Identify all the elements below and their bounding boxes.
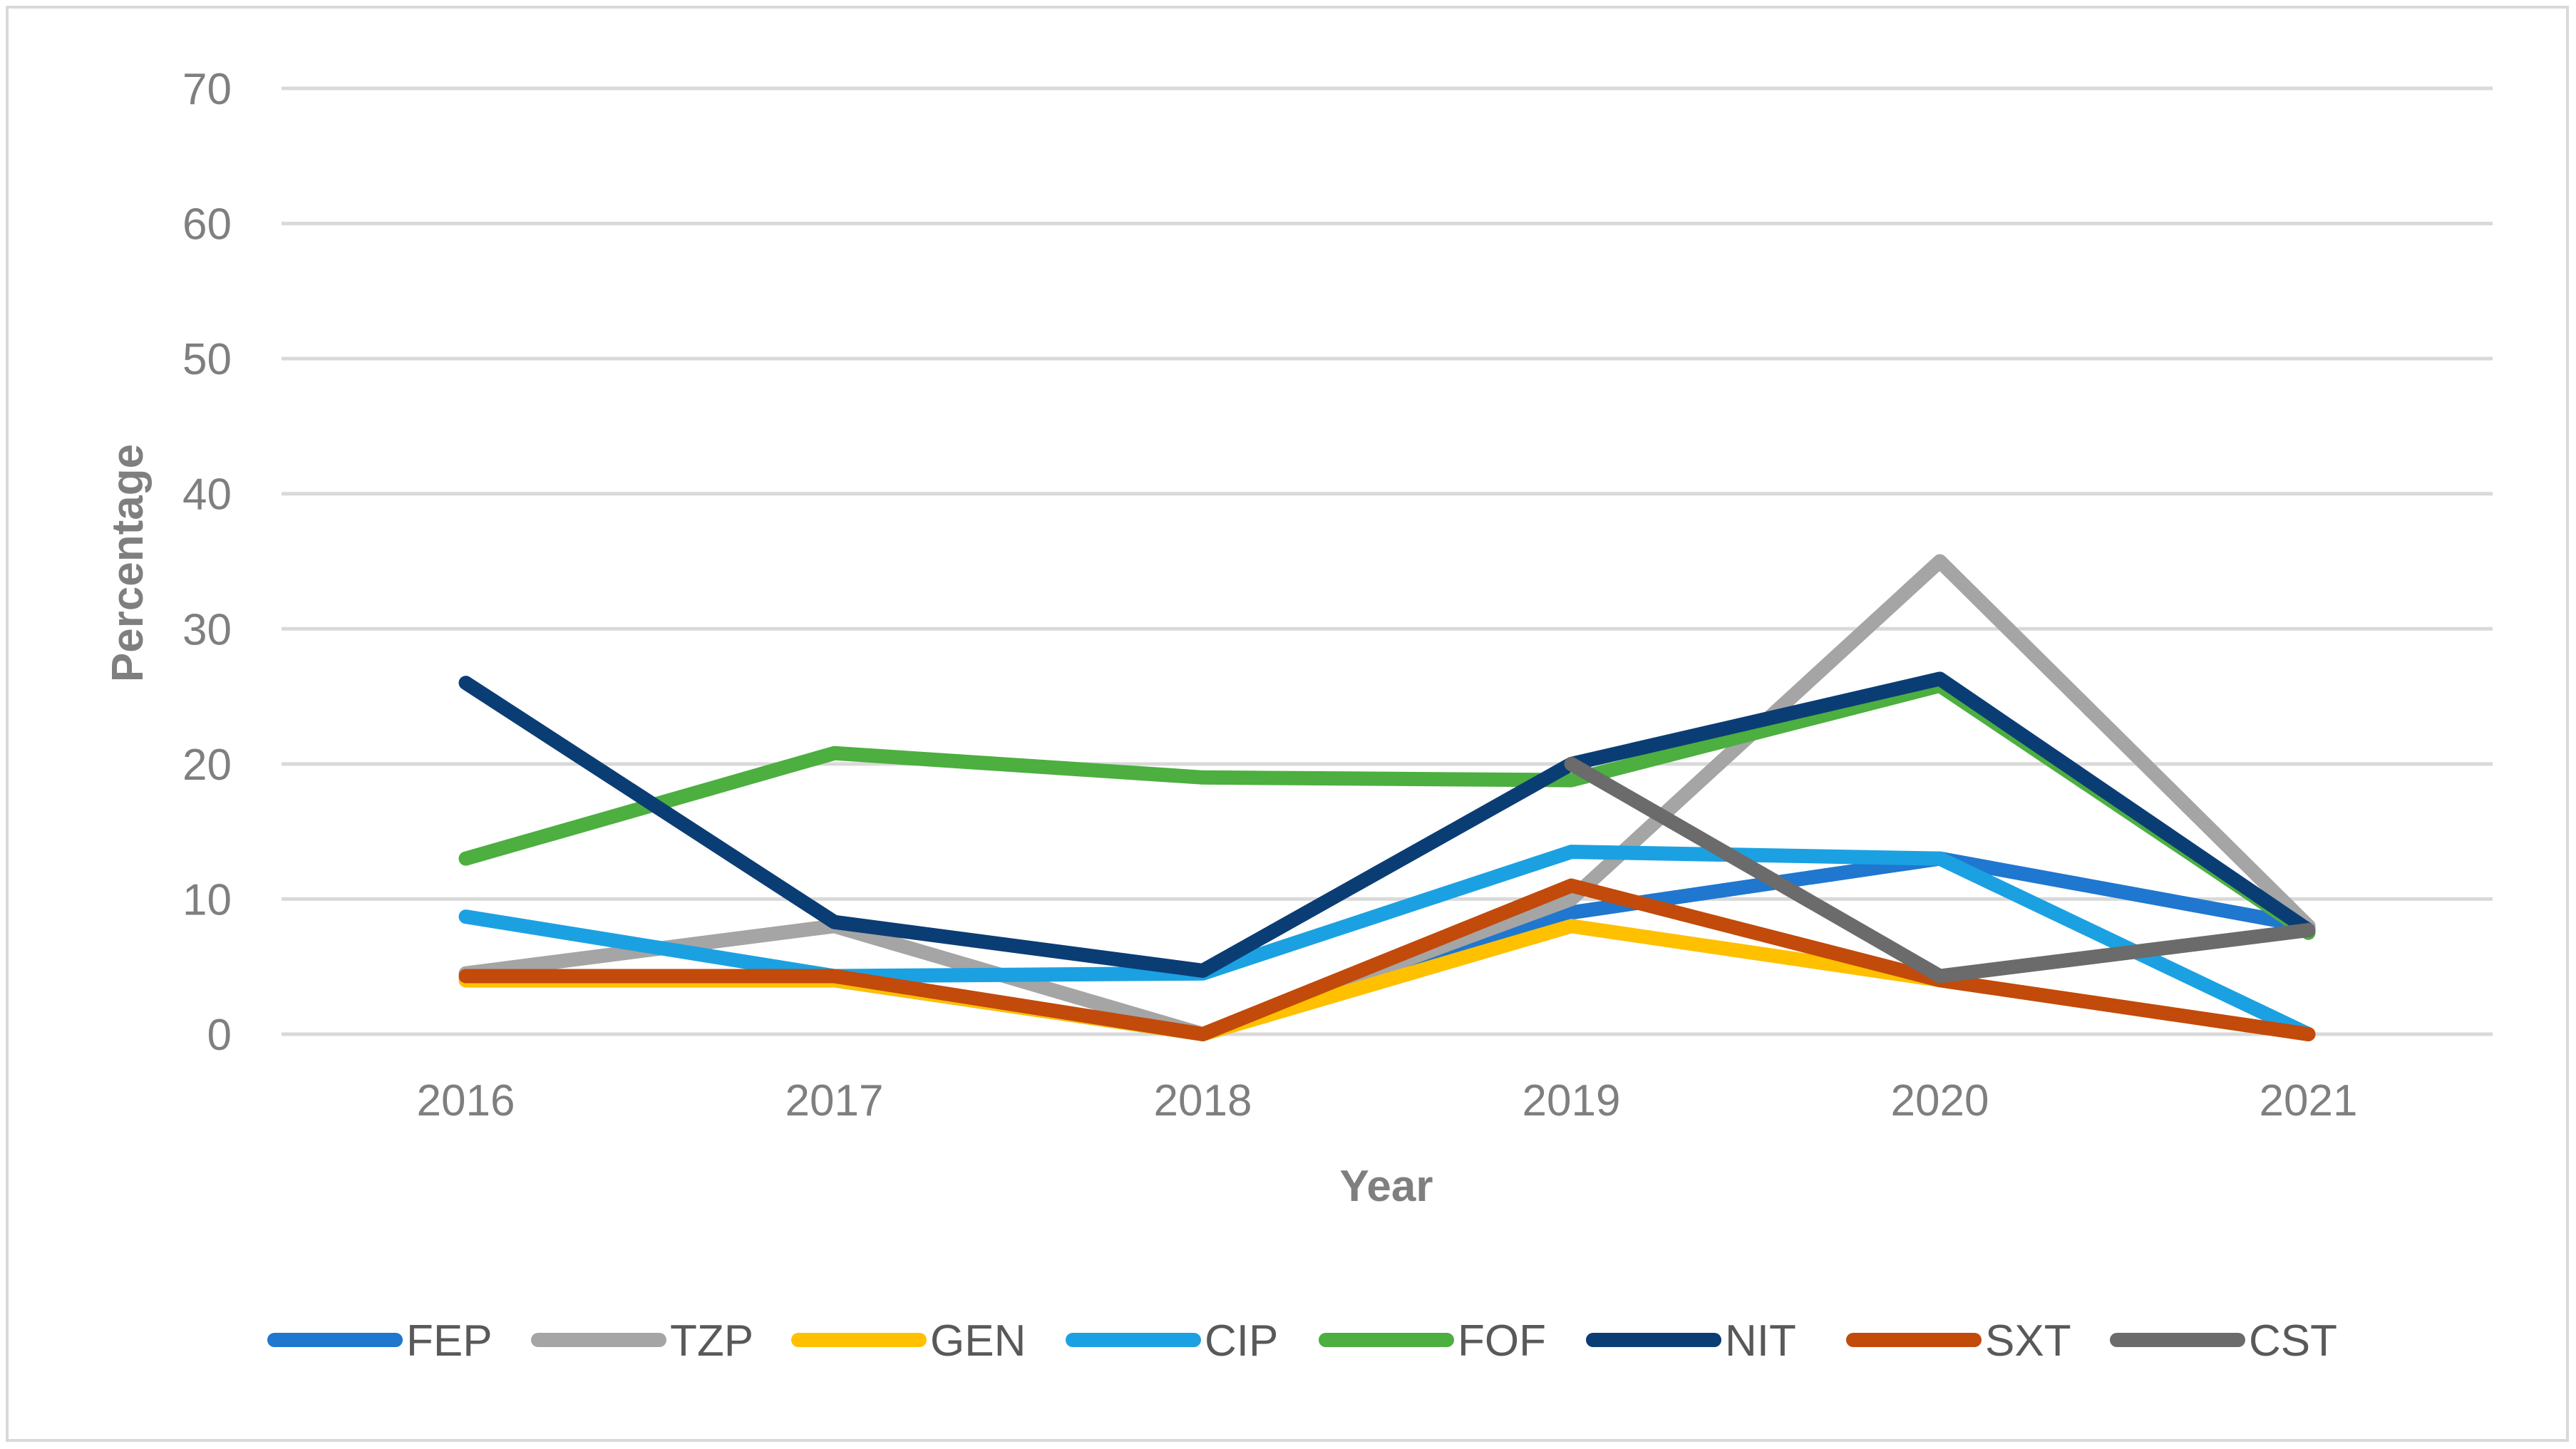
- series-line-cip: [458, 845, 2316, 1041]
- legend-label-fep: FEP: [406, 1316, 493, 1366]
- series-line-nit: [458, 671, 2316, 978]
- series-lines: [458, 554, 2316, 1041]
- y-tick-label: 50: [182, 335, 232, 384]
- y-axis-ticks: 0 10 20 30 40 50 60 70: [182, 65, 232, 1060]
- y-tick-label: 70: [182, 65, 232, 114]
- x-tick-label: 2019: [1523, 1076, 1621, 1125]
- y-tick-label: 30: [182, 605, 232, 654]
- legend-label-nit: NIT: [1725, 1316, 1796, 1366]
- chart-frame: [6, 6, 2569, 1442]
- x-tick-label: 2018: [1154, 1076, 1252, 1125]
- y-tick-label: 20: [182, 741, 232, 790]
- legend-label-sxt: SXT: [1985, 1316, 2071, 1366]
- legend-label-tzp: TZP: [670, 1316, 753, 1366]
- y-tick-label: 10: [182, 875, 232, 924]
- series-line-cst: [1564, 756, 2316, 984]
- x-tick-label: 2021: [2260, 1076, 2358, 1125]
- x-axis-title: Year: [1339, 1162, 1433, 1211]
- y-tick-label: 60: [182, 200, 232, 249]
- x-tick-label: 2020: [1891, 1076, 1989, 1125]
- legend: FEP TZP GEN CIP FOF NIT SXT CST: [267, 1316, 2337, 1366]
- x-axis-ticks: 2016 2017 2018 2019 2020 2021: [417, 1076, 2358, 1125]
- y-axis-title: Percentage: [103, 444, 153, 682]
- y-tick-label: 0: [207, 1011, 232, 1060]
- x-tick-label: 2017: [785, 1076, 884, 1125]
- series-line-fep: [458, 851, 2316, 1041]
- x-tick-label: 2016: [417, 1076, 515, 1125]
- y-tick-label: 40: [182, 470, 232, 520]
- legend-label-cip: CIP: [1205, 1316, 1278, 1366]
- series-line-sxt: [458, 878, 2316, 1041]
- legend-label-gen: GEN: [930, 1316, 1026, 1366]
- legend-label-fof: FOF: [1458, 1316, 1546, 1366]
- legend-label-cst: CST: [2249, 1316, 2337, 1366]
